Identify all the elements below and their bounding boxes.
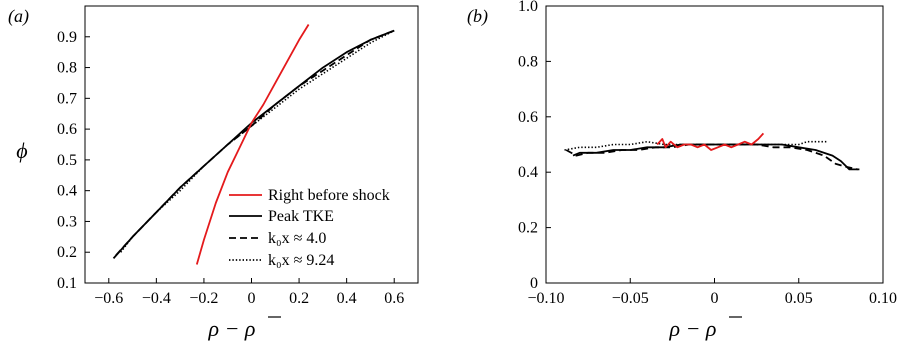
legend-label: Peak TKE (268, 208, 334, 225)
panel-b-xtick-label: −0.05 (612, 290, 649, 307)
panel-a-ytick-label: 0.3 (57, 213, 77, 230)
panel-a-label: (a) (8, 6, 29, 27)
panel-b-series-line (656, 132, 765, 151)
panel-b-series (564, 132, 860, 171)
panel-a-ytick-label: 0.7 (57, 90, 77, 107)
panel-a-legend: Right before shock Peak TKE k₀x ≈ 4.0 k₀x ≈… (229, 187, 390, 269)
panel-a-series-line (195, 24, 310, 265)
panel-a-frame (84, 5, 419, 284)
panel-a-series-line (115, 29, 395, 256)
panel-b-ytick-label: 0.2 (518, 220, 538, 237)
panel-a-series-line (120, 29, 395, 253)
panel-b-ytick-label: 1.0 (518, 0, 538, 15)
panel-a-series-line (112, 29, 395, 259)
panel-a-xtick-label: −0.6 (94, 290, 123, 307)
panel-b-label: (b) (467, 6, 488, 27)
panel-a-ytick-label: 0.5 (57, 152, 77, 169)
legend-label: Right before shock (268, 187, 390, 204)
panel-b-xtick-label: 0.05 (785, 290, 813, 307)
panel-a-xtick-label: 0.6 (384, 290, 404, 307)
panel-b-ticks: −0.10 −0.05 0 0.05 0.10 0 0.2 0.4 0.6 0.8 1.0 (518, 0, 897, 307)
panel-a-xlabel: ρ − ρ (208, 316, 281, 341)
panel-b-frame (545, 5, 884, 284)
panel-a-xtick-label: 0.2 (289, 290, 309, 307)
panel-b-xlabel: ρ − ρ (669, 316, 742, 341)
panel-a-series (112, 24, 395, 265)
panel-a-ytick-label: 0.1 (57, 275, 77, 292)
legend-label: k₀x ≈ 4.0 (268, 230, 326, 247)
panel-b-series-line (565, 143, 858, 171)
panel-b-ytick-label: 0.6 (518, 109, 538, 126)
panel-b: (b) ρ − ρ −0.10 −0.05 0 0.05 0.10 0 0.2 0.4 0.6 0… (467, 0, 897, 341)
panel-b-ytick-label: 0 (530, 275, 538, 292)
panel-b-xtick-label: 0.10 (869, 290, 897, 307)
panel-a-ytick-label: 0.8 (57, 60, 77, 77)
legend-label: k₀x ≈ 9.24 (268, 252, 334, 269)
panel-a-ytick-label: 0.6 (57, 121, 77, 138)
panel-a-xtick-label: 0.4 (337, 290, 357, 307)
panel-a-ytick-label: 0.4 (57, 183, 77, 200)
panel-a-xtick-label: 0 (248, 290, 256, 307)
panel-a-ytick-label: 0.2 (57, 244, 77, 261)
panel-a-xtick-label: −0.4 (142, 290, 171, 307)
panel-b-xtick-label: −0.10 (527, 290, 564, 307)
panel-a: (a) ϕ ρ − ρ −0.6 −0.4 −0.2 0 0.2 0.4 0.6 0.1 0.2… (8, 5, 419, 341)
panel-a-ylabel: ϕ (16, 138, 27, 163)
svg-text:ρ − ρ: ρ − ρ (208, 316, 256, 341)
panel-b-ytick-label: 0.4 (518, 164, 538, 181)
panel-a-xtick-label: −0.2 (189, 290, 218, 307)
panel-a-ticks: −0.6 −0.4 −0.2 0 0.2 0.4 0.6 0.1 0.2 0.3 0.4 0.5 0.6… (57, 29, 404, 307)
svg-text:ρ − ρ: ρ − ρ (669, 316, 717, 341)
panel-a-ytick-label: 0.9 (57, 29, 77, 46)
panel-b-ytick-label: 0.8 (518, 53, 538, 70)
panel-b-xtick-label: 0 (711, 290, 719, 307)
